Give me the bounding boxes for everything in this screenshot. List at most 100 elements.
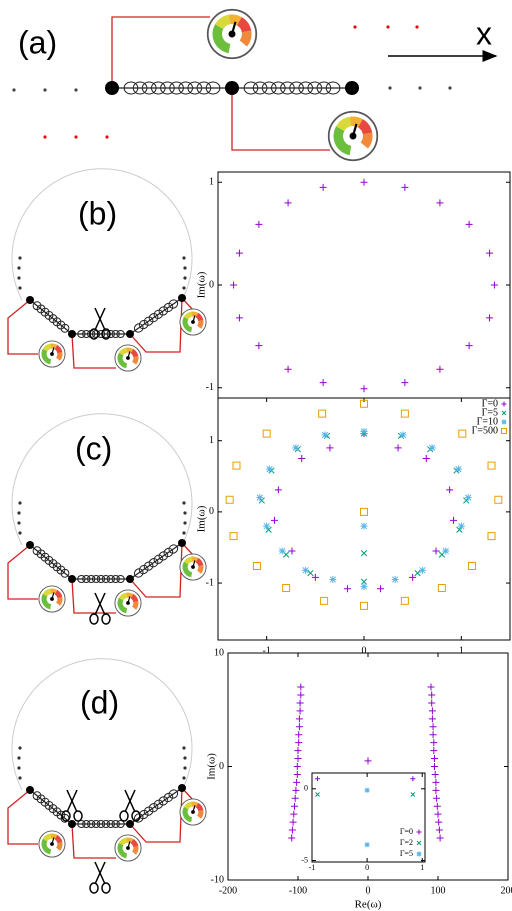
wire	[232, 88, 330, 150]
site-dot	[43, 88, 46, 91]
point	[256, 494, 263, 501]
gauge	[115, 835, 141, 861]
spring	[72, 576, 130, 583]
point	[365, 842, 370, 847]
y-tick-label: 0	[209, 279, 214, 290]
site-dot	[183, 276, 186, 279]
mass	[178, 784, 186, 792]
scissors-handle	[90, 614, 98, 624]
gauge	[39, 586, 65, 612]
site-dot	[17, 511, 20, 514]
panel-label: (a)	[18, 24, 57, 60]
mass	[178, 294, 186, 302]
mass	[26, 296, 34, 304]
site-dot	[182, 256, 185, 259]
site-dot	[388, 86, 391, 89]
gauge	[39, 831, 65, 857]
site-dot	[105, 135, 108, 138]
mass	[68, 330, 76, 338]
gauge	[115, 345, 141, 371]
site-dot	[182, 776, 185, 779]
site-dot	[182, 746, 185, 749]
spring-lead	[130, 788, 182, 824]
mass	[225, 81, 239, 95]
site-dot	[18, 746, 21, 749]
point	[292, 444, 299, 451]
x-axis-label: Re(ω)	[355, 899, 382, 911]
site-dot	[17, 766, 20, 769]
x-tick-label: 100	[431, 885, 446, 896]
legend-label: Γ=0	[400, 827, 413, 836]
point	[361, 523, 368, 530]
point	[302, 567, 309, 574]
y-axis-label: Im(ω)	[206, 753, 218, 780]
scissors	[120, 790, 140, 821]
point	[365, 788, 370, 793]
point	[266, 466, 273, 473]
point	[361, 583, 368, 590]
mass	[26, 541, 34, 549]
gauge	[208, 10, 257, 59]
x-tick-label: 0	[365, 863, 369, 872]
site-dot	[74, 88, 77, 91]
site-dot	[18, 256, 21, 259]
x-tick-label: 200	[501, 885, 512, 896]
mass	[68, 820, 76, 828]
y-tick-label: -1	[206, 382, 214, 393]
scissors-handle	[74, 811, 82, 821]
y-tick-label: 1	[209, 435, 214, 446]
mass	[105, 81, 119, 95]
mass	[345, 81, 359, 95]
y-tick-label: 1	[209, 177, 214, 188]
mass	[126, 575, 134, 583]
site-dot	[418, 86, 421, 89]
point	[419, 567, 426, 574]
point	[329, 576, 336, 583]
axis-label: x	[476, 15, 492, 51]
gauge	[180, 554, 206, 580]
gauge	[39, 341, 65, 367]
y-tick-label: -5	[301, 855, 308, 864]
point	[399, 432, 406, 439]
mass	[126, 820, 134, 828]
point	[442, 548, 449, 555]
site-dot	[415, 25, 418, 28]
site-dot	[12, 88, 15, 91]
scissors	[90, 593, 110, 624]
scissors	[90, 862, 110, 893]
y-axis-label: Im(ω)	[196, 271, 208, 298]
point	[465, 494, 472, 501]
site-dot	[183, 521, 186, 524]
x-tick-label: -1	[309, 863, 316, 872]
spring-lead	[30, 790, 72, 824]
point	[429, 444, 436, 451]
spring	[27, 542, 74, 582]
site-dot	[17, 276, 20, 279]
point	[263, 523, 270, 530]
spring	[128, 295, 185, 338]
site-dot	[183, 756, 186, 759]
wire	[72, 824, 116, 858]
site-dot	[17, 266, 20, 269]
legend-label: Γ=500	[472, 425, 498, 436]
site-dot	[183, 266, 186, 269]
site-dot	[74, 135, 77, 138]
legend-marker	[417, 852, 422, 857]
spring-lead	[130, 298, 182, 334]
legend-marker	[502, 420, 507, 425]
y-axis-label: Im(ω)	[196, 505, 208, 532]
site-dot	[18, 776, 21, 779]
site-dot	[17, 756, 20, 759]
x-tick-label: 1	[420, 863, 424, 872]
gauge	[180, 799, 206, 825]
spring-lead	[30, 300, 72, 334]
legend-label: Γ=5	[400, 849, 413, 858]
site-dot	[18, 286, 21, 289]
spring	[232, 82, 352, 94]
panel-label: (b)	[78, 195, 117, 231]
point	[458, 523, 465, 530]
y-tick-label: 0	[209, 506, 214, 517]
site-dot	[17, 521, 20, 524]
site-dot	[182, 531, 185, 534]
ring-arc	[12, 169, 192, 300]
